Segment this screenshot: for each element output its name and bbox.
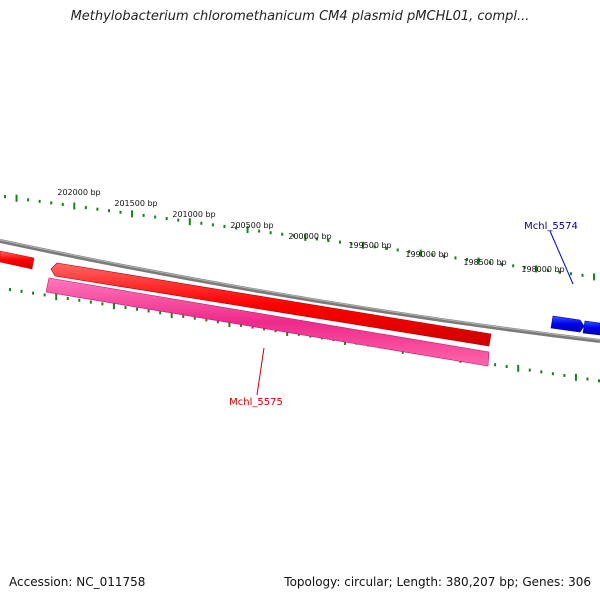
plasmid-backbone — [0, 239, 600, 343]
ruler-label: 201500 bp — [114, 199, 157, 208]
gene-mchl-5575-cds[interactable] — [45, 277, 490, 367]
gene-mchl-5574-next[interactable] — [582, 320, 600, 336]
ruler-label: 199500 bp — [348, 241, 391, 250]
page-title: Methylobacterium chloromethanicum CM4 pl… — [70, 9, 530, 24]
label-line-mchl-5575 — [256, 347, 265, 396]
ruler-label: 200000 bp — [288, 232, 331, 241]
ruler-label: 198000 bp — [521, 265, 564, 274]
plasmid-backbone-highlight — [0, 239, 600, 341]
ruler-label: 199000 bp — [405, 250, 448, 259]
gene-label-mchl-5574[interactable]: Mchl_5574 — [524, 221, 578, 232]
ruler-label: 200500 bp — [230, 221, 273, 230]
outer-ruler: 202000 bp 201500 bp 201000 bp 200500 bp 2000… — [4, 188, 596, 281]
gene-fragment-left[interactable] — [0, 250, 35, 270]
ruler-label: 202000 bp — [57, 188, 100, 197]
gene-mchl-5574[interactable] — [550, 315, 585, 333]
ruler-label: 201000 bp — [172, 210, 215, 219]
gene-mchl-5575[interactable] — [50, 262, 492, 347]
gene-label-mchl-5575[interactable]: Mchl_5575 — [229, 397, 283, 408]
topology-text: Topology: circular; Length: 380,207 bp; … — [284, 575, 591, 589]
accession-text: Accession: NC_011758 — [9, 575, 146, 589]
label-line-mchl-5574 — [549, 230, 574, 285]
ruler-label: 198500 bp — [463, 258, 506, 267]
